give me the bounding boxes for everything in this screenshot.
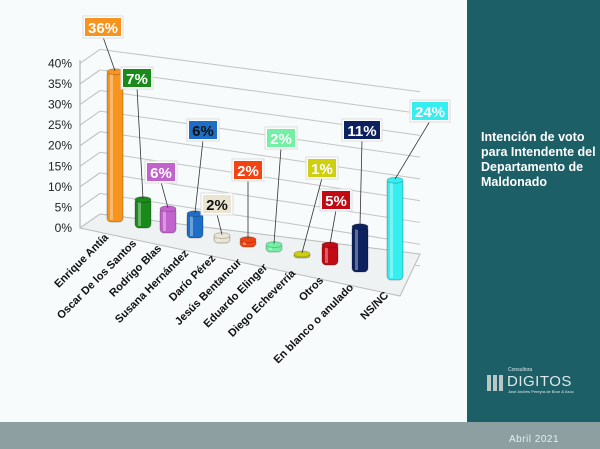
leader-line [102,36,116,71]
logo-name: DIGITOS [507,373,572,390]
y-tick-label: 0% [55,221,73,235]
data-label-fill [147,163,175,181]
gridline [99,110,421,158]
bar [351,223,369,273]
logo-sub: José Andrés Pereyra de Bron & Asoc [508,389,574,394]
data-label: 6% [192,123,214,140]
leader-line [359,139,363,226]
data-label-fill [85,18,121,36]
chart-floor [78,213,421,297]
x-tick-label: NS/NC [358,290,391,323]
gridline-side [79,69,101,85]
gridline-side [79,172,101,188]
leader-line [273,147,282,244]
gridline [99,131,421,180]
y-tick-label: 35% [48,77,72,91]
data-label: 6% [150,165,172,182]
logo-top: Consultora [508,367,533,373]
data-label: 36% [88,20,118,37]
leader-line [301,177,323,254]
leader-line [136,87,144,199]
y-tick-label: 15% [48,159,72,173]
data-label: 7% [126,71,148,88]
gridline-side [79,193,101,208]
bar-chart: 0%5%10%15%20%25%30%35%40%36%Enrique Antí… [48,15,451,366]
data-label-fill [344,121,380,139]
data-label-fill [267,129,295,147]
data-label: 24% [415,104,445,121]
data-label: 11% [347,123,376,140]
bar [106,68,124,223]
y-tick-label: 40% [48,56,72,70]
data-label-fill [189,121,217,139]
y-tick-label: 25% [48,118,72,132]
bar [386,176,404,281]
y-tick-label: 5% [55,200,73,214]
x-tick-label: Otros [297,275,326,304]
data-label-fill [234,161,262,179]
data-label-fill [123,69,151,87]
logo-grid-icon [487,375,503,391]
data-label: 2% [237,163,259,180]
footer-date: Abril 2021 [509,434,560,445]
leader-line [216,213,223,235]
chart-title: Intención de voto para Intendente del De… [481,130,596,189]
y-tick-label: 10% [48,180,72,194]
gridline-side [79,131,101,147]
data-label: 1% [311,161,333,178]
leader-line [194,139,204,213]
data-label-fill [322,191,350,209]
bar [186,210,204,239]
leader-line [160,181,169,208]
bar [134,196,152,229]
y-tick-label: 20% [48,139,72,153]
leader-line [329,209,337,245]
gridline-side [79,110,101,126]
x-tick-label: Diego Echeverría [226,267,299,340]
data-label-fill [203,195,231,213]
y-tick-label: 30% [48,98,72,112]
bar [265,241,283,253]
data-label-fill [308,159,336,177]
bar [321,241,339,266]
leader-line [394,120,431,180]
footer-bar [0,422,600,449]
title-panel: Intención de voto para Intendente del De… [467,0,600,422]
data-label: 2% [206,197,228,214]
data-label: 2% [270,131,292,148]
data-label: 5% [325,193,347,210]
gridline-side [79,90,101,105]
data-label-fill [412,102,448,120]
bar [159,205,177,234]
gridline [99,48,421,93]
gridline-side [79,151,101,167]
gridline-side [79,48,101,64]
bar [293,250,311,259]
